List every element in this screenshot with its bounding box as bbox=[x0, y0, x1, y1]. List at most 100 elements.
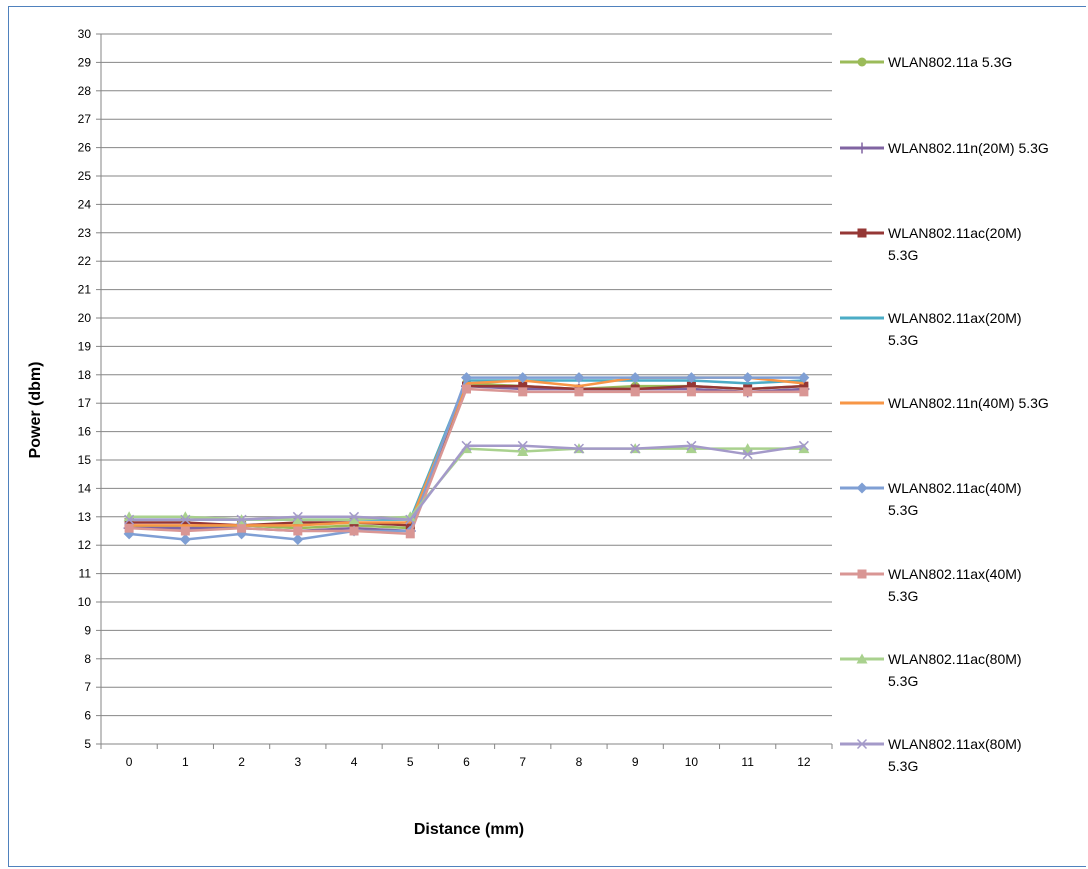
legend-label: 5.3G bbox=[888, 673, 918, 689]
y-tick-label: 22 bbox=[78, 254, 92, 268]
data-point bbox=[798, 440, 809, 451]
y-tick-label: 21 bbox=[78, 283, 92, 297]
series-line bbox=[128, 376, 804, 541]
y-tick-label: 26 bbox=[78, 141, 92, 155]
data-point bbox=[349, 526, 359, 536]
legend: WLAN802.11a 5.3G WLAN802.11n(20M) 5.3G WLA… bbox=[840, 54, 1049, 774]
x-tick-label: 8 bbox=[576, 755, 583, 769]
data-point bbox=[742, 449, 753, 460]
data-point bbox=[405, 514, 416, 525]
data-point bbox=[517, 440, 528, 451]
y-tick-label: 14 bbox=[78, 481, 92, 495]
legend-item: WLAN802.11ax(80M) 5.3G bbox=[840, 736, 1022, 774]
legend-marker bbox=[856, 482, 868, 494]
data-point bbox=[124, 514, 135, 525]
chart-frame bbox=[8, 6, 1086, 867]
legend-marker bbox=[857, 228, 867, 238]
y-tick-label: 17 bbox=[78, 396, 92, 410]
y-tick-label: 30 bbox=[78, 27, 92, 41]
y-tick-label: 11 bbox=[79, 567, 92, 581]
data-point bbox=[630, 387, 640, 397]
legend-label: WLAN802.11a 5.3G bbox=[888, 54, 1012, 70]
data-point bbox=[799, 387, 809, 397]
x-tick-label: 3 bbox=[294, 755, 301, 769]
axes: 5678910111213141516171819202122232425262… bbox=[78, 27, 833, 769]
series-9 bbox=[124, 440, 809, 525]
x-axis-title: Distance (mm) bbox=[414, 821, 524, 838]
series-line bbox=[129, 384, 804, 533]
y-tick-label: 16 bbox=[78, 425, 92, 439]
y-tick-label: 24 bbox=[78, 197, 92, 211]
legend-label: 5.3G bbox=[888, 588, 918, 604]
data-point bbox=[348, 514, 360, 525]
data-point bbox=[405, 520, 415, 530]
data-point bbox=[574, 387, 584, 397]
y-tick-label: 5 bbox=[84, 737, 91, 751]
x-tick-label: 10 bbox=[685, 755, 699, 769]
y-tick-label: 6 bbox=[84, 709, 91, 723]
legend-marker bbox=[857, 569, 867, 579]
x-tick-label: 1 bbox=[182, 755, 189, 769]
y-tick-label: 19 bbox=[78, 339, 92, 353]
data-point bbox=[518, 387, 528, 397]
legend-item: WLAN802.11ax(40M) 5.3G bbox=[840, 566, 1022, 604]
y-tick-label: 7 bbox=[84, 680, 91, 694]
y-tick-label: 13 bbox=[78, 510, 92, 524]
series-line bbox=[129, 447, 804, 521]
data-point bbox=[124, 517, 134, 527]
data-point bbox=[743, 387, 753, 397]
data-point bbox=[686, 381, 696, 391]
series-1 bbox=[124, 378, 809, 533]
legend-marker bbox=[856, 142, 868, 154]
series-line bbox=[129, 382, 804, 530]
legend-item: WLAN802.11ac(80M) 5.3G bbox=[840, 651, 1022, 689]
legend-item: WLAN802.11ac(20M) 5.3G bbox=[840, 225, 1022, 263]
y-tick-label: 25 bbox=[78, 169, 92, 183]
series-2 bbox=[123, 380, 810, 537]
data-point bbox=[461, 372, 472, 384]
series-line bbox=[129, 444, 805, 521]
data-point bbox=[685, 372, 697, 384]
legend-label: WLAN802.11ac(40M) bbox=[888, 480, 1022, 496]
series-line bbox=[129, 387, 804, 536]
legend-marker bbox=[856, 738, 868, 750]
x-tick-label: 12 bbox=[797, 755, 811, 769]
data-point bbox=[686, 440, 697, 451]
data-point bbox=[405, 529, 415, 539]
data-point bbox=[462, 384, 471, 394]
y-tick-label: 23 bbox=[78, 226, 92, 240]
y-tick-label: 27 bbox=[78, 112, 92, 126]
data-point bbox=[180, 514, 191, 525]
legend-item: WLAN802.11ax(20M) 5.3G bbox=[840, 310, 1022, 348]
legend-label: WLAN802.11ax(80M) bbox=[888, 736, 1022, 752]
y-tick-label: 20 bbox=[78, 311, 92, 325]
x-tick-label: 4 bbox=[351, 755, 358, 769]
y-axis-title: Power (dbm) bbox=[27, 362, 44, 459]
y-tick-label: 28 bbox=[78, 84, 92, 98]
data-point bbox=[292, 514, 304, 525]
legend-label: WLAN802.11n(20M) 5.3G bbox=[888, 140, 1049, 156]
data-point bbox=[630, 443, 641, 454]
x-tick-label: 11 bbox=[741, 755, 754, 769]
x-tick-label: 6 bbox=[463, 755, 470, 769]
data-point bbox=[629, 372, 641, 384]
series-line bbox=[129, 384, 804, 527]
legend-label: WLAN802.11ax(20M) bbox=[888, 310, 1022, 326]
y-tick-label: 29 bbox=[78, 55, 92, 69]
x-tick-label: 5 bbox=[407, 755, 414, 769]
series-7 bbox=[124, 384, 809, 539]
legend-item: WLAN802.11n(20M) 5.3G bbox=[840, 140, 1049, 156]
series-lines bbox=[123, 372, 810, 546]
x-tick-label: 2 bbox=[238, 755, 245, 769]
legend-label: WLAN802.11n(40M) 5.3G bbox=[888, 395, 1049, 411]
y-tick-label: 8 bbox=[84, 652, 91, 666]
legend-marker bbox=[857, 57, 867, 67]
y-tick-label: 18 bbox=[78, 368, 92, 382]
series-6 bbox=[123, 372, 810, 546]
legend-label: WLAN802.11ac(20M) bbox=[888, 225, 1022, 241]
data-point bbox=[573, 372, 585, 384]
series-8 bbox=[123, 443, 810, 525]
series-3 bbox=[124, 381, 809, 530]
data-point bbox=[292, 534, 304, 546]
